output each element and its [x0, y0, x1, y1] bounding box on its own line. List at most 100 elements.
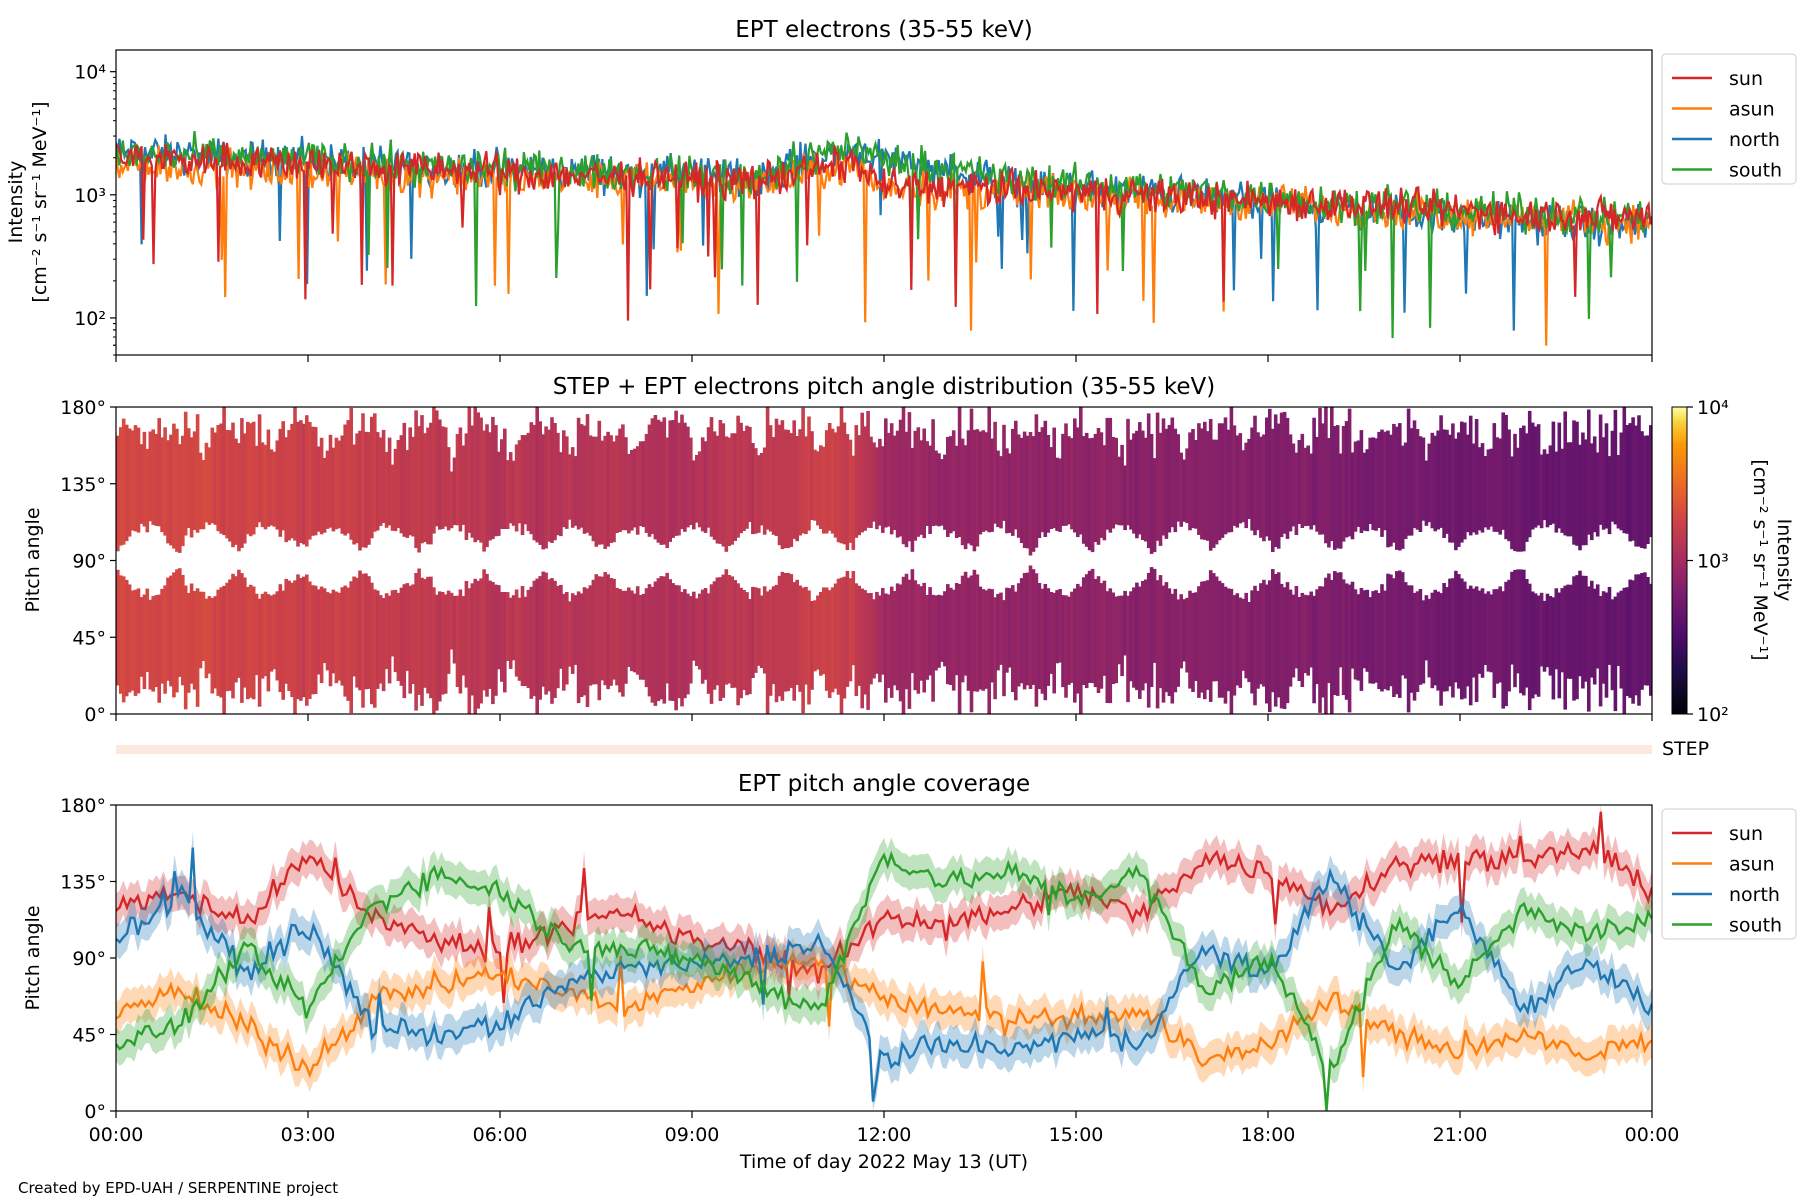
legend-item-north[interactable]: north	[1672, 884, 1780, 906]
legend-item-asun[interactable]: asun	[1672, 99, 1775, 121]
heatmap-cell	[535, 578, 539, 714]
heatmap-cell	[1377, 593, 1381, 690]
heatmap-cell	[511, 595, 516, 661]
legend-label: sun	[1729, 823, 1763, 845]
heatmap-cell	[1253, 415, 1257, 536]
heatmap-cell	[1194, 440, 1198, 529]
heatmap-cell	[1273, 574, 1278, 707]
legend-item-south[interactable]: south	[1672, 915, 1782, 937]
heatmap-cell	[399, 587, 404, 686]
heatmap-cell	[774, 418, 779, 536]
heatmap-cell	[1143, 579, 1148, 684]
y-tick-label: 0°	[84, 704, 106, 726]
heatmap-cell	[222, 407, 226, 536]
heatmap-cell	[739, 422, 743, 534]
heatmap-cell	[210, 597, 215, 694]
heatmap-cell	[1454, 438, 1458, 551]
heatmap-cell	[1067, 596, 1071, 685]
heatmap-cell	[1554, 588, 1559, 670]
heatmap-cell	[1011, 428, 1015, 536]
heatmap-cell	[759, 452, 764, 526]
panel2-y-axis: 0° 45° 90° 135° 180°	[60, 397, 116, 726]
heatmap-cell	[1253, 585, 1257, 706]
heatmap-cell	[1126, 418, 1130, 526]
heatmap-cell	[423, 433, 427, 542]
heatmap-cell	[1146, 572, 1151, 708]
heatmap-cell	[963, 445, 968, 550]
heatmap-cell	[715, 435, 720, 544]
heatmap-cell	[541, 571, 545, 687]
panel1-title: EPT electrons (35-55 keV)	[735, 17, 1032, 43]
x-tick-label: 09:00	[665, 1124, 720, 1146]
colorbar	[1671, 406, 1688, 715]
heatmap-cell	[1200, 581, 1204, 693]
heatmap-cell	[181, 574, 185, 686]
heatmap-cell	[922, 582, 926, 693]
y-tick-label: 10⁴	[74, 62, 106, 84]
panel4-xlabel: Time of day 2022 May 13 (UT)	[739, 1151, 1028, 1173]
heatmap-cell	[340, 587, 345, 686]
heatmap-cell	[978, 586, 983, 690]
heatmap-cell	[1306, 595, 1310, 676]
heatmap-cell	[1590, 443, 1594, 541]
heatmap-cell	[1244, 442, 1248, 529]
heatmap-cell	[745, 592, 749, 696]
heatmap-cell	[198, 452, 203, 530]
heatmap-cell	[1043, 420, 1048, 537]
heatmap-cell	[1395, 426, 1399, 550]
heatmap-cell	[659, 421, 664, 545]
heatmap-cell	[503, 592, 507, 693]
heatmap-cell	[748, 599, 752, 695]
legend-item-north[interactable]: north	[1672, 129, 1780, 151]
heatmap-cell	[1285, 417, 1290, 539]
heatmap-cell	[1096, 576, 1101, 693]
heatmap-cell	[119, 427, 123, 546]
heatmap-cell	[1055, 590, 1059, 664]
heatmap-cell	[488, 432, 492, 541]
legend-item-sun[interactable]: sun	[1672, 68, 1763, 90]
heatmap-cell	[689, 437, 693, 525]
legend-item-south[interactable]: south	[1672, 160, 1782, 182]
heatmap-cell	[1412, 420, 1417, 529]
y-tick-label: 180°	[60, 397, 106, 419]
heatmap-cell	[260, 442, 265, 528]
heatmap-cell	[1206, 431, 1210, 541]
legend-label: asun	[1729, 99, 1775, 121]
heatmap-cell	[1146, 413, 1151, 549]
heatmap-cell	[157, 594, 161, 703]
heatmap-cell	[1377, 431, 1381, 528]
heatmap-cell	[284, 437, 288, 543]
heatmap-cell	[1155, 580, 1160, 709]
heatmap-cell	[674, 585, 678, 711]
legend-item-asun[interactable]: asun	[1672, 854, 1775, 876]
legend-item-sun[interactable]: sun	[1672, 823, 1763, 845]
heatmap-cell	[730, 433, 734, 545]
heatmap-cell	[1123, 465, 1127, 531]
legend-label: south	[1729, 915, 1782, 937]
heatmap-cell	[1217, 423, 1222, 541]
panel4-legend[interactable]: sun asun north south	[1661, 808, 1797, 940]
heatmap-cell	[1158, 575, 1163, 689]
heatmap-cell	[178, 444, 182, 553]
heatmap-cell	[553, 423, 557, 541]
heatmap-cell	[1268, 580, 1272, 713]
heatmap-cell	[1628, 423, 1632, 542]
heatmap-cell	[1084, 432, 1089, 547]
heatmap-cell	[594, 436, 599, 547]
heatmap-cell	[263, 444, 268, 530]
heatmap-cell	[243, 433, 247, 544]
heatmap-cell	[857, 435, 861, 536]
heatmap-cell	[1498, 586, 1502, 683]
heatmap-cell	[1040, 588, 1045, 694]
heatmap-cell	[751, 586, 755, 678]
heatmap-cell	[615, 587, 619, 686]
panel1-legend[interactable]: sun asun north south	[1661, 53, 1797, 185]
heatmap-cell	[650, 586, 655, 703]
heatmap-cell	[1335, 572, 1340, 696]
heatmap-cell	[668, 579, 672, 701]
heatmap-cell	[848, 439, 853, 543]
heatmap-cell	[1622, 407, 1627, 534]
heatmap-cell	[124, 579, 129, 697]
heatmap-cell	[1442, 583, 1446, 692]
heatmap-cell	[836, 578, 841, 695]
